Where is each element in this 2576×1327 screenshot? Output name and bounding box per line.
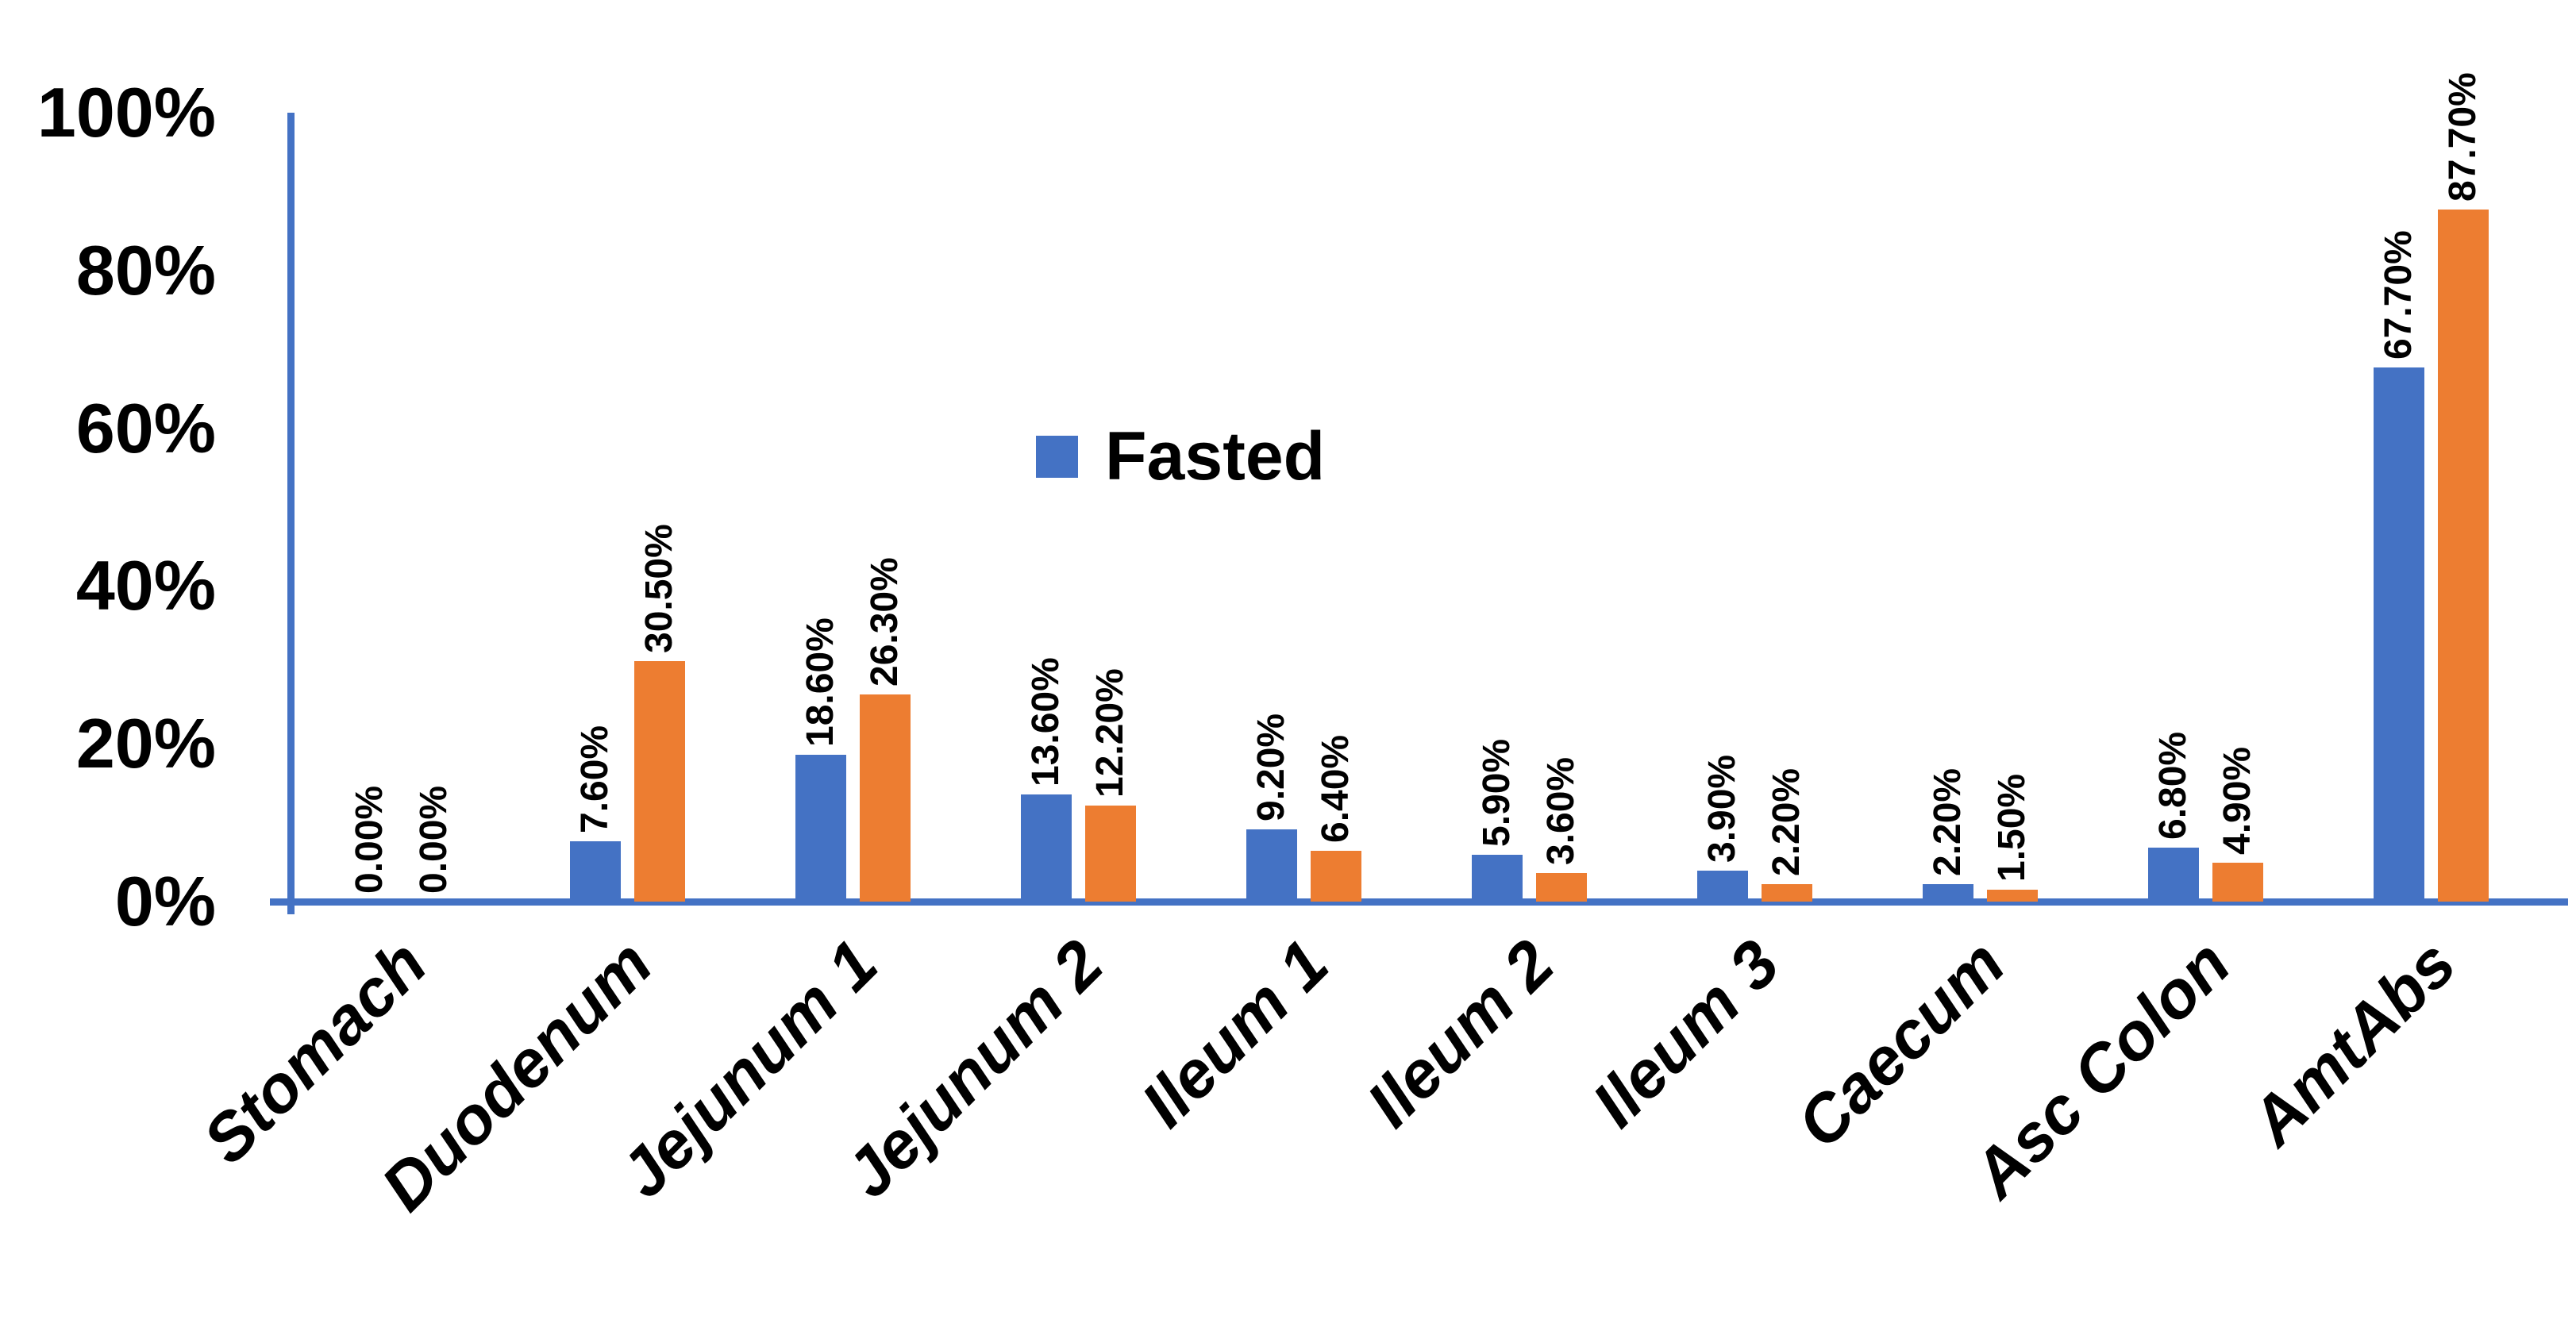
bar-value-label-orange-caecum: 1.50% xyxy=(1991,773,2033,883)
x-axis-label-caecum: Caecum xyxy=(1782,925,2019,1163)
y-axis-tick-label-100pct: 100% xyxy=(37,73,216,152)
bar-series2-jejunum-2 xyxy=(1085,805,1136,902)
x-axis-label-ileum-2: Ileum 2 xyxy=(1352,925,1568,1141)
bar-series2-caecum xyxy=(1987,890,2038,902)
bar-series2-asc-colon xyxy=(2212,863,2263,902)
bar-value-label-blue-asc-colon: 6.80% xyxy=(2152,732,2194,840)
y-axis-tick-label-40pct: 40% xyxy=(75,546,216,625)
x-axis-label-ileum-3: Ileum 3 xyxy=(1577,925,1793,1141)
bar-value-label-blue-amtabs: 67.70% xyxy=(2378,230,2420,360)
bar-fasted-ileum-2 xyxy=(1472,855,1523,902)
bar-value-label-orange-ileum-3: 2.20% xyxy=(1765,768,1808,877)
bar-value-label-orange-jejunum-1: 26.30% xyxy=(864,556,906,687)
bar-fasted-ileum-3 xyxy=(1697,871,1748,902)
bar-value-label-blue-jejunum-1: 18.60% xyxy=(799,617,841,748)
bar-value-label-orange-asc-colon: 4.90% xyxy=(2216,747,2258,856)
bar-fasted-jejunum-2 xyxy=(1021,794,1072,902)
bar-series2-ileum-1 xyxy=(1311,851,1361,902)
bar-value-label-orange-stomach: 0.00% xyxy=(413,785,455,894)
bar-value-label-orange-jejunum-2: 12.20% xyxy=(1089,667,1131,798)
bar-value-label-orange-amtabs: 87.70% xyxy=(2442,72,2484,202)
bar-value-label-blue-ileum-2: 5.90% xyxy=(1476,739,1518,848)
bar-fasted-duodenum xyxy=(570,841,621,902)
bar-value-label-orange-ileum-1: 6.40% xyxy=(1315,735,1357,844)
legend: Fasted xyxy=(1036,422,1325,490)
bar-value-label-blue-stomach: 0.00% xyxy=(348,785,391,894)
bar-fasted-caecum xyxy=(1923,884,1973,902)
bar-value-label-blue-duodenum: 7.60% xyxy=(574,725,616,834)
bar-value-label-blue-caecum: 2.20% xyxy=(1927,768,1969,877)
bar-series2-ileum-2 xyxy=(1536,873,1587,902)
bar-series2-amtabs xyxy=(2438,210,2489,902)
bar-series2-jejunum-1 xyxy=(860,694,911,902)
y-axis-line xyxy=(287,113,295,914)
x-axis-line xyxy=(270,898,2568,906)
bar-series2-duodenum xyxy=(634,660,685,902)
bar-series2-ileum-3 xyxy=(1762,884,1812,902)
bar-value-label-blue-ileum-1: 9.20% xyxy=(1250,713,1292,821)
bar-fasted-ileum-1 xyxy=(1246,829,1297,902)
x-axis-label-ileum-1: Ileum 1 xyxy=(1126,925,1342,1141)
y-axis-tick-label-0pct: 0% xyxy=(114,862,216,940)
bar-fasted-amtabs xyxy=(2374,367,2424,902)
x-axis-label-amtabs: AmtAbs xyxy=(2235,925,2470,1160)
y-axis-tick-label-20pct: 20% xyxy=(75,704,216,783)
bar-value-label-blue-ileum-3: 3.90% xyxy=(1701,755,1743,864)
bar-fasted-asc-colon xyxy=(2148,848,2199,902)
bar-value-label-orange-duodenum: 30.50% xyxy=(638,524,680,653)
legend-label-fasted: Fasted xyxy=(1105,418,1326,494)
bar-value-label-orange-ileum-2: 3.60% xyxy=(1540,757,1582,866)
y-axis-tick-label-80pct: 80% xyxy=(75,230,216,310)
bar-fasted-jejunum-1 xyxy=(795,755,846,902)
bar-value-label-blue-jejunum-2: 13.60% xyxy=(1025,657,1067,787)
y-axis-tick-label-60pct: 60% xyxy=(75,388,216,467)
legend-swatch-fasted xyxy=(1036,435,1078,478)
